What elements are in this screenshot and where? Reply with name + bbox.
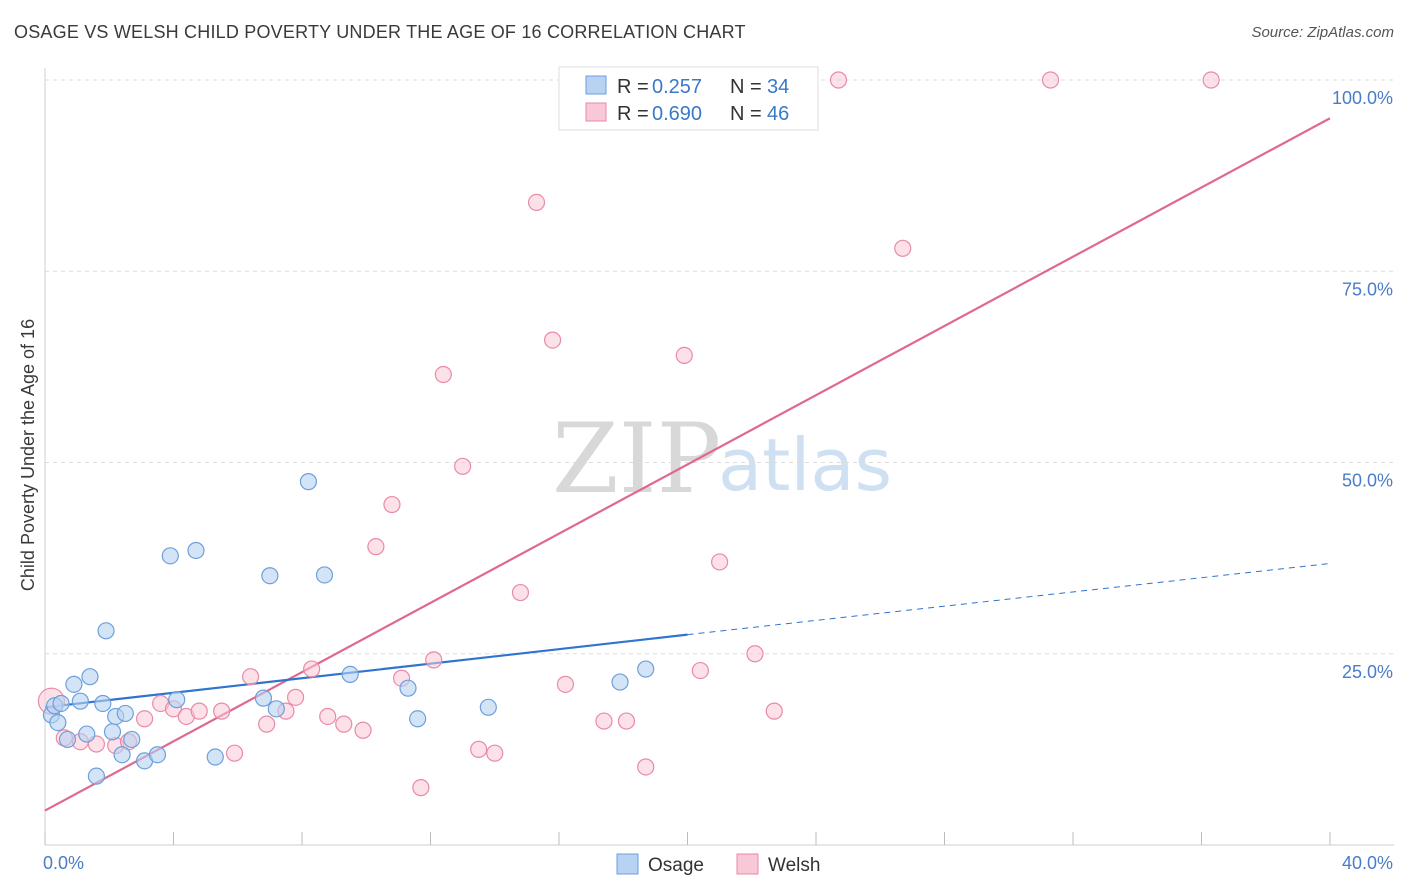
osage-point — [267, 700, 285, 718]
welsh-point — [190, 702, 208, 720]
osage-n-label: N = — [730, 76, 762, 98]
osage-point — [103, 723, 122, 741]
y-tick-label-25: 25.0% — [1342, 662, 1393, 682]
welsh-point — [829, 71, 848, 89]
scatter-points — [37, 71, 1220, 797]
welsh-point — [691, 661, 709, 680]
osage-point — [65, 675, 83, 693]
watermark-atlas: atlas — [718, 423, 892, 507]
osage-point — [116, 704, 134, 723]
osage-trend-extension — [687, 562, 1331, 636]
osage-r-value: 0.257 — [652, 76, 702, 98]
welsh-legend-swatch — [585, 102, 607, 122]
osage-legend-swatch — [585, 75, 607, 95]
osage-point — [97, 622, 115, 640]
osage-point — [87, 767, 106, 785]
osage-point — [611, 673, 629, 691]
osage-point — [409, 710, 427, 728]
osage-point — [49, 713, 67, 732]
welsh-r-value: 0.690 — [652, 103, 702, 125]
osage-point — [341, 665, 359, 684]
y-tick-label-50: 50.0% — [1342, 471, 1393, 491]
osage-bottom-label: Osage — [648, 855, 704, 876]
welsh-point — [242, 668, 260, 686]
welsh-point — [556, 675, 575, 693]
welsh-point — [425, 651, 443, 669]
y-tick-label-75: 75.0% — [1342, 279, 1393, 299]
welsh-n-label: N = — [730, 103, 762, 125]
y-axis-label: Child Poverty Under the Age of 16 — [18, 319, 38, 591]
welsh-point — [454, 457, 472, 475]
welsh-point — [711, 553, 729, 571]
welsh-point — [543, 331, 562, 349]
welsh-point — [1041, 71, 1060, 89]
source-label: Source: ZipAtlas.com — [1251, 24, 1394, 41]
welsh-point — [286, 688, 305, 706]
stats-legend: R = 0.257 N = 34 R = 0.690 N = 46 — [558, 66, 819, 131]
welsh-trend-line — [44, 117, 1331, 812]
osage-point — [123, 730, 141, 749]
osage-point — [168, 691, 186, 709]
welsh-point — [1202, 71, 1220, 89]
osage-r-label: R = — [617, 76, 649, 98]
osage-trend-line — [44, 633, 688, 709]
welsh-bottom-label: Welsh — [768, 855, 820, 876]
osage-point — [161, 547, 179, 565]
osage-point — [299, 473, 318, 491]
osage-point — [58, 730, 77, 749]
welsh-point — [135, 710, 154, 728]
welsh-n-value: 46 — [767, 103, 789, 125]
welsh-point — [511, 583, 530, 602]
osage-point — [81, 668, 99, 686]
osage-point — [637, 660, 655, 678]
osage-point — [78, 725, 96, 743]
welsh-point — [258, 715, 276, 733]
welsh-point — [746, 645, 764, 663]
welsh-point — [637, 758, 655, 776]
osage-point — [52, 694, 70, 713]
welsh-bottom-swatch — [736, 853, 759, 875]
x-tick-label-min: 0.0% — [43, 853, 84, 873]
welsh-point — [354, 721, 372, 739]
welsh-point — [303, 660, 321, 678]
osage-point — [254, 689, 273, 707]
osage-point — [261, 567, 279, 585]
watermark-zip: ZIP — [552, 403, 721, 515]
osage-point — [113, 746, 131, 764]
welsh-point — [225, 744, 244, 762]
welsh-point — [434, 365, 452, 384]
osage-point — [479, 698, 497, 716]
welsh-point — [383, 495, 401, 514]
osage-point — [187, 541, 205, 560]
x-tick-label-max: 40.0% — [1342, 853, 1393, 873]
osage-bottom-swatch — [616, 853, 639, 875]
osage-point — [399, 679, 417, 697]
welsh-point — [470, 740, 488, 758]
series-legend: Osage Welsh — [616, 853, 820, 876]
welsh-point — [894, 239, 912, 257]
welsh-point — [412, 779, 430, 797]
welsh-point — [765, 702, 783, 720]
osage-point — [315, 566, 334, 584]
osage-point — [206, 748, 224, 766]
osage-point — [148, 746, 167, 764]
y-tick-label-100: 100.0% — [1332, 88, 1393, 108]
tick-labels: 100.0% 75.0% 50.0% 25.0% 0.0% 40.0% — [43, 88, 1393, 873]
welsh-point — [486, 744, 504, 762]
welsh-point — [319, 707, 337, 726]
welsh-point — [617, 712, 636, 730]
welsh-point — [213, 702, 231, 720]
trend-lines — [44, 117, 1331, 812]
welsh-point — [675, 346, 693, 364]
welsh-r-label: R = — [617, 103, 649, 125]
welsh-point — [527, 193, 546, 211]
osage-n-value: 34 — [767, 76, 789, 98]
welsh-point — [335, 715, 353, 733]
welsh-point — [595, 712, 613, 730]
osage-point — [94, 694, 112, 713]
osage-point — [71, 692, 89, 710]
welsh-point — [367, 538, 385, 556]
chart-title: OSAGE VS WELSH CHILD POVERTY UNDER THE A… — [14, 22, 746, 42]
